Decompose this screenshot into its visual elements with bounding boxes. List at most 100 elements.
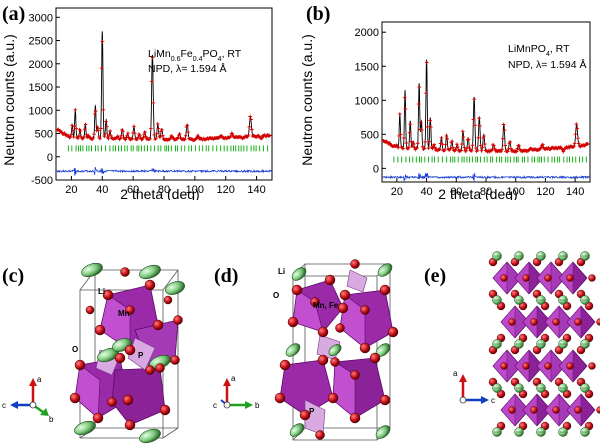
observed-point	[422, 146, 427, 151]
chart-b-ylabel: Neutron counts (a.u.)	[300, 34, 315, 166]
y-tick-label: 500	[361, 129, 379, 141]
observed-point	[419, 121, 423, 125]
observed-point	[432, 142, 436, 147]
observed-point	[508, 140, 512, 144]
observed-point	[109, 134, 113, 138]
observed-point	[465, 146, 469, 151]
observed-point	[451, 145, 455, 150]
o-atom	[508, 318, 516, 326]
observed-point	[196, 134, 201, 138]
observed-point	[82, 134, 86, 139]
observed-point	[461, 135, 466, 139]
observed-point	[416, 141, 420, 146]
o-atom	[552, 406, 560, 414]
observed-point	[407, 145, 411, 150]
observed-point	[517, 144, 521, 148]
axis-triad-e: a c	[453, 369, 495, 405]
atom-label-li-c: Li	[98, 287, 105, 296]
observed-point	[515, 146, 520, 151]
observed-point	[100, 39, 105, 44]
observed-point	[471, 117, 476, 122]
axis-triad-d: a c b	[213, 374, 260, 410]
difference-curve	[56, 166, 273, 176]
observed-point	[439, 135, 444, 140]
observed-point	[509, 146, 513, 151]
observed-point	[260, 135, 264, 140]
plot-frame	[55, 7, 273, 181]
y-tick-label: -500	[31, 175, 53, 187]
observed-point	[478, 124, 482, 128]
observed-point	[401, 146, 405, 151]
o-atom	[500, 362, 508, 370]
observed-point	[155, 131, 159, 136]
observed-point	[505, 149, 510, 154]
observed-point	[469, 148, 474, 153]
observed-point	[143, 130, 147, 134]
observed-point	[72, 124, 77, 129]
observed-point	[186, 130, 191, 134]
observed-point	[248, 114, 252, 119]
atoms-e	[488, 251, 600, 437]
observed-point	[152, 133, 157, 137]
o-atom	[596, 406, 600, 414]
observed-point	[448, 146, 453, 151]
crystal-structure-e: a c	[453, 251, 600, 437]
observed-point	[456, 145, 460, 149]
chart-b-method-label: NPD, λ= 1.594 Å	[508, 58, 587, 71]
axis-label-a-d: a	[231, 374, 236, 383]
bragg-reflection-ticks	[393, 156, 587, 163]
observed-point	[576, 136, 580, 140]
o-atom	[530, 406, 538, 414]
observed-point	[427, 139, 432, 144]
observed-point	[158, 134, 163, 139]
observed-point	[404, 141, 409, 145]
o-atom	[566, 362, 574, 370]
atom-label-mn-c: Mn	[118, 309, 130, 318]
observed-point	[106, 136, 111, 141]
observed-point	[403, 107, 408, 111]
observed-point	[104, 119, 108, 124]
atom-label-mnfe-d: Mn, Fe	[313, 301, 339, 310]
chart-a: 20 40 60 80 100 120 140 -500 0 500 1000 1500 2000 250…	[1, 7, 273, 200]
crystal-structure-d: Li Mn, Fe O P a c b	[213, 259, 399, 441]
mno6-polyhedra-d	[279, 269, 394, 436]
o-atoms-d	[274, 259, 399, 440]
chart-a-method-label: NPD, λ= 1.594 Å	[148, 62, 227, 75]
observed-point	[99, 66, 104, 71]
observed-point	[91, 136, 95, 140]
observed-point	[101, 108, 106, 112]
observed-point	[407, 130, 412, 135]
observed-point	[98, 136, 102, 141]
chart-a-sample-label: LiMn0.6Fe0.4PO4, RT	[148, 48, 242, 63]
observed-point	[585, 142, 590, 146]
observed-point	[438, 147, 442, 152]
observed-point	[460, 129, 465, 134]
x-tick-label: 60	[450, 186, 462, 198]
observed-point	[84, 132, 89, 137]
y-tick-label: 1500	[355, 61, 379, 73]
observed-point	[428, 118, 432, 123]
panel-label-e: (e)	[424, 265, 447, 287]
y-tick-label: 1000	[355, 95, 379, 107]
y-tick-label: 1000	[29, 105, 53, 117]
observed-point	[423, 140, 427, 144]
atom-label-o-c: O	[72, 345, 78, 354]
observed-point	[429, 125, 433, 129]
observed-point	[121, 129, 125, 134]
o-atoms-c	[69, 267, 183, 431]
observed-point	[168, 136, 173, 141]
observed-point	[125, 133, 129, 138]
observed-point	[500, 136, 505, 141]
observed-point	[445, 137, 450, 141]
observed-point	[430, 146, 435, 151]
observed-point	[183, 134, 188, 138]
o-atom	[530, 318, 538, 326]
atom-label-p-c: P	[138, 351, 144, 360]
o-atom	[588, 362, 596, 370]
observed-point	[68, 135, 73, 139]
observed-point	[573, 132, 578, 137]
chart-b-xlabel: 2 theta (deg)	[438, 186, 517, 200]
x-tick-label: 140	[566, 186, 584, 198]
observed-point	[483, 142, 487, 146]
observed-point	[249, 117, 253, 122]
